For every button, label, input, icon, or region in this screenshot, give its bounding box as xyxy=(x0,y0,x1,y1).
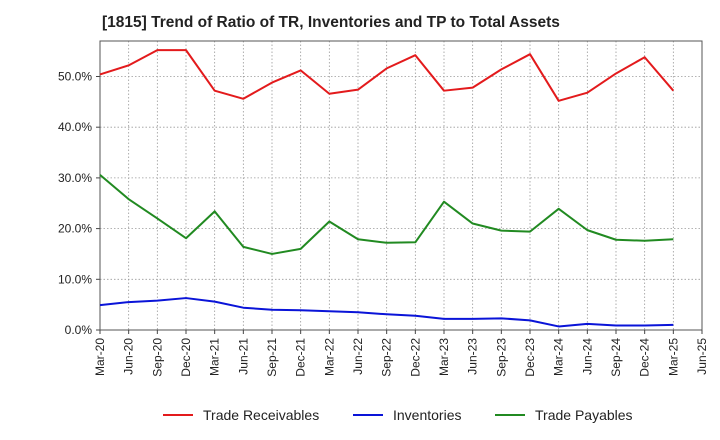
y-tick-label: 10.0% xyxy=(58,272,92,286)
legend-item: Trade Payables xyxy=(495,405,633,425)
x-tick-label: Dec-20 xyxy=(179,338,193,377)
x-tick-label: Jun-23 xyxy=(466,338,480,375)
x-tick-label: Dec-24 xyxy=(638,338,652,377)
series-line-trade-payables xyxy=(99,174,674,255)
x-tick-label: Jun-21 xyxy=(236,338,250,375)
x-tick-label: Sep-24 xyxy=(609,338,623,377)
legend-item: Trade Receivables xyxy=(163,405,319,425)
legend-label: Trade Receivables xyxy=(203,407,320,423)
chart-title: [1815] Trend of Ratio of TR, Inventories… xyxy=(102,14,560,31)
legend-swatch xyxy=(163,414,193,416)
x-tick-label: Mar-23 xyxy=(437,338,451,376)
legend-label: Inventories xyxy=(393,407,462,423)
x-tick-label: Jun-25 xyxy=(695,338,709,375)
plot-frame xyxy=(99,40,703,331)
y-tick-label: 40.0% xyxy=(58,120,92,134)
x-tick-label: Dec-23 xyxy=(523,338,537,377)
y-tick-label: 30.0% xyxy=(58,171,92,185)
legend-label: Trade Payables xyxy=(535,407,633,423)
y-tick-label: 50.0% xyxy=(58,69,92,83)
y-tick-label: 20.0% xyxy=(58,222,92,236)
x-tick-label: Mar-20 xyxy=(93,338,107,376)
series-line-trade-receivables xyxy=(99,49,675,102)
legend-swatch xyxy=(495,414,525,416)
x-tick-label: Mar-24 xyxy=(552,338,566,376)
series-line-inventories xyxy=(99,297,674,328)
y-tick-label: 0.0% xyxy=(65,323,93,337)
x-tick-label: Dec-22 xyxy=(408,338,422,377)
x-tick-label: Mar-25 xyxy=(666,338,680,376)
x-tick-label: Jun-20 xyxy=(122,338,136,375)
x-tick-label: Sep-21 xyxy=(265,338,279,377)
x-tick-label: Jun-24 xyxy=(580,338,594,375)
x-tick-label: Jun-22 xyxy=(351,338,365,375)
x-tick-label: Sep-23 xyxy=(494,338,508,377)
x-tick-label: Mar-22 xyxy=(322,338,336,376)
chart-legend: Trade Receivables Inventories Trade Payabl… xyxy=(0,405,720,425)
x-tick-label: Sep-22 xyxy=(380,338,394,377)
x-tick-label: Sep-20 xyxy=(150,338,164,377)
x-tick-label: Mar-21 xyxy=(208,338,222,376)
legend-item: Inventories xyxy=(353,405,461,425)
x-tick-label: Dec-21 xyxy=(294,338,308,377)
legend-swatch xyxy=(353,414,383,416)
